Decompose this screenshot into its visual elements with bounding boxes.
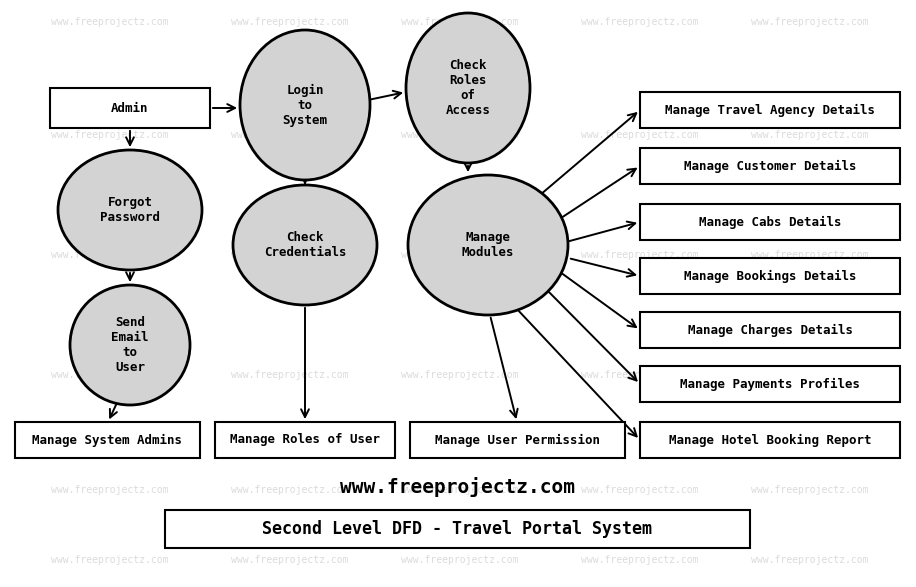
Text: www.freeprojectz.com: www.freeprojectz.com [51,555,169,565]
Bar [640,258,900,294]
Text: www.freeprojectz.com: www.freeprojectz.com [751,250,868,260]
Text: www.freeprojectz.com: www.freeprojectz.com [401,130,518,140]
Text: www.freeprojectz.com: www.freeprojectz.com [751,555,868,565]
Text: www.freeprojectz.com: www.freeprojectz.com [582,130,699,140]
Text: www.freeprojectz.com: www.freeprojectz.com [231,370,349,380]
Bar [640,92,900,128]
Text: www.freeprojectz.com: www.freeprojectz.com [51,250,169,260]
Text: www.freeprojectz.com: www.freeprojectz.com [582,555,699,565]
Text: Manage Customer Details: Manage Customer Details [683,160,856,173]
Text: www.freeprojectz.com: www.freeprojectz.com [582,370,699,380]
Text: www.freeprojectz.com: www.freeprojectz.com [231,250,349,260]
Text: Check
Roles
of
Access: Check Roles of Access [445,59,490,117]
Ellipse shape [408,175,568,315]
Bar [640,422,900,458]
Ellipse shape [233,185,377,305]
Ellipse shape [406,13,530,163]
Bar [165,510,750,548]
Text: Manage Roles of User: Manage Roles of User [230,434,380,447]
Ellipse shape [70,285,190,405]
Text: Check
Credentials: Check Credentials [264,231,346,259]
Ellipse shape [58,150,202,270]
Bar [640,312,900,348]
Text: www.freeprojectz.com: www.freeprojectz.com [341,477,575,497]
Text: www.freeprojectz.com: www.freeprojectz.com [582,17,699,27]
Text: Admin: Admin [111,102,148,114]
Text: www.freeprojectz.com: www.freeprojectz.com [231,485,349,495]
Text: www.freeprojectz.com: www.freeprojectz.com [751,485,868,495]
Bar [640,204,900,240]
Ellipse shape [240,30,370,180]
Text: www.freeprojectz.com: www.freeprojectz.com [51,17,169,27]
Text: www.freeprojectz.com: www.freeprojectz.com [401,555,518,565]
Bar [640,366,900,402]
Text: www.freeprojectz.com: www.freeprojectz.com [401,250,518,260]
Text: Manage Travel Agency Details: Manage Travel Agency Details [665,103,875,117]
Text: www.freeprojectz.com: www.freeprojectz.com [751,370,868,380]
Text: www.freeprojectz.com: www.freeprojectz.com [231,17,349,27]
Text: www.freeprojectz.com: www.freeprojectz.com [582,485,699,495]
Text: www.freeprojectz.com: www.freeprojectz.com [582,250,699,260]
Text: Manage Charges Details: Manage Charges Details [688,323,853,336]
Bar [410,422,625,458]
Text: www.freeprojectz.com: www.freeprojectz.com [401,17,518,27]
Text: www.freeprojectz.com: www.freeprojectz.com [401,370,518,380]
Text: www.freeprojectz.com: www.freeprojectz.com [751,17,868,27]
Text: www.freeprojectz.com: www.freeprojectz.com [231,555,349,565]
Text: www.freeprojectz.com: www.freeprojectz.com [51,130,169,140]
Bar [215,422,395,458]
Text: www.freeprojectz.com: www.freeprojectz.com [51,370,169,380]
Text: Send
Email
to
User: Send Email to User [111,316,148,374]
Bar [640,148,900,184]
Bar [15,422,200,458]
Text: Manage Cabs Details: Manage Cabs Details [699,215,841,228]
Text: Manage User Permission: Manage User Permission [435,433,600,447]
Text: www.freeprojectz.com: www.freeprojectz.com [401,485,518,495]
Text: Second Level DFD - Travel Portal System: Second Level DFD - Travel Portal System [263,520,652,538]
Text: Manage System Admins: Manage System Admins [32,433,182,447]
Text: Manage Payments Profiles: Manage Payments Profiles [680,377,860,390]
Text: Manage Hotel Booking Report: Manage Hotel Booking Report [669,433,871,447]
Text: www.freeprojectz.com: www.freeprojectz.com [751,130,868,140]
Text: Login
to
System: Login to System [282,83,328,127]
Bar [50,88,210,128]
Text: Manage Bookings Details: Manage Bookings Details [683,269,856,282]
Text: Manage
Modules: Manage Modules [462,231,514,259]
Text: Forgot
Password: Forgot Password [100,196,160,224]
Text: www.freeprojectz.com: www.freeprojectz.com [51,485,169,495]
Text: www.freeprojectz.com: www.freeprojectz.com [231,130,349,140]
